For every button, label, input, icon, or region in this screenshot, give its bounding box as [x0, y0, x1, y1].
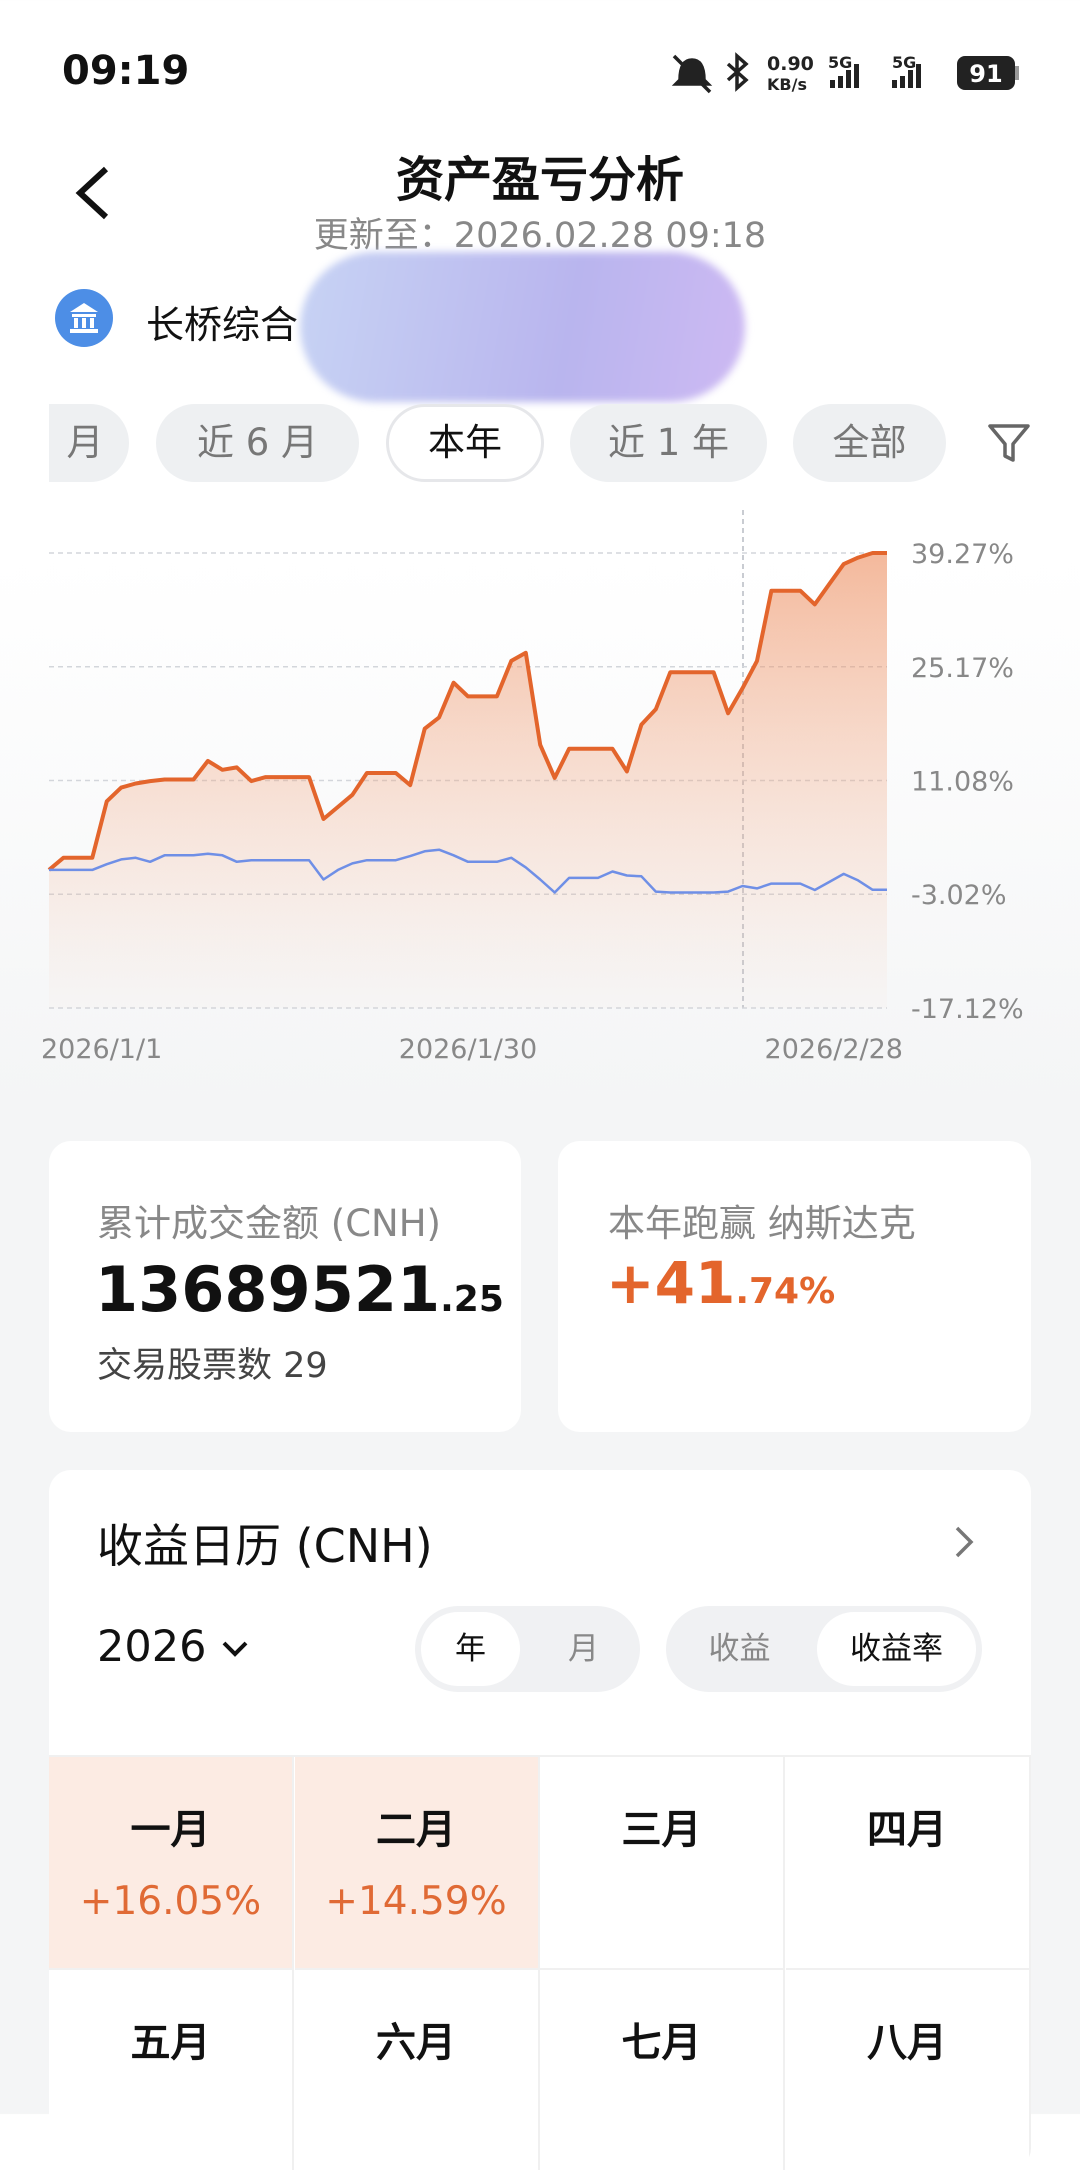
month-return: +14.59%: [325, 1879, 507, 1924]
series-area: [49, 553, 887, 1008]
status-icons: 0.90 KB/s 5G 5G 91: [671, 52, 1019, 94]
tab-label: 月: [66, 421, 104, 464]
outperform-label: 本年跑赢: [608, 1202, 756, 1245]
month-cell[interactable]: 六月: [295, 1970, 540, 2170]
month-grid: 一月 +16.05% 二月 +14.59% 三月 四月五月 六月 七月 八月: [49, 1755, 1031, 2170]
dropdown-icon: [222, 1641, 248, 1657]
range-tabs: 月 近 6 月 本年 近 1 年 全部: [49, 400, 979, 490]
y-tick-label: 39.27%: [911, 539, 1014, 570]
y-tick-label: -3.02%: [911, 880, 1007, 911]
stock-count-value: 29: [283, 1346, 328, 1386]
toggle-option[interactable]: 月: [568, 1631, 599, 1667]
month-cell[interactable]: 五月: [49, 1970, 294, 2170]
month-cell[interactable]: 八月: [786, 1970, 1031, 2170]
y-tick-label: 25.17%: [911, 653, 1014, 684]
year-select[interactable]: 2026: [97, 1622, 250, 1672]
update-time: 更新至：2026.02.28 09:18: [313, 216, 767, 256]
month-name: 八月: [867, 2020, 947, 2066]
month-cell[interactable]: 七月: [540, 1970, 785, 2170]
stock-count: 交易股票数 29: [97, 1337, 328, 1388]
metric-toggle: 收益 收益率: [666, 1606, 982, 1692]
amount-int: 13689521: [95, 1253, 441, 1326]
x-tick-label: 2026/1/1: [41, 1034, 162, 1065]
page-title: 资产盈亏分析: [395, 152, 684, 208]
amount-label: 累计成交金额 (CNH): [97, 1202, 441, 1245]
month-name: 二月: [376, 1807, 456, 1853]
period-toggle: 年 月: [415, 1606, 640, 1692]
outperform-int: +41: [606, 1249, 736, 1317]
outperform-dec: .74%: [735, 1271, 836, 1312]
range-tab[interactable]: 本年: [386, 404, 544, 482]
range-tab[interactable]: 近 1 年: [570, 404, 767, 482]
net-type: 5G: [892, 53, 916, 72]
net-speed-unit: KB/s: [767, 75, 807, 94]
series-line: [47, 551, 887, 872]
calendar-more[interactable]: [949, 1522, 979, 1562]
range-tab[interactable]: 月: [49, 404, 129, 482]
toggle-option[interactable]: 年: [421, 1612, 520, 1686]
y-tick-label: -17.12%: [911, 994, 1024, 1025]
month-name: 七月: [621, 2020, 702, 2066]
toggle-option[interactable]: 收益: [708, 1631, 771, 1667]
month-cell[interactable]: 三月: [540, 1757, 785, 1970]
back-button[interactable]: [70, 165, 114, 221]
month-cell[interactable]: 二月 +14.59%: [294, 1757, 540, 1970]
net-speed: 0.90: [767, 53, 814, 75]
toggle-option[interactable]: 收益率: [817, 1612, 976, 1686]
filter-button[interactable]: [986, 420, 1032, 466]
chart: 39.27% 25.17% 11.08% -3.02% -17.12% 2026/1/1 2…: [41, 510, 1024, 1065]
status-time: 09:19: [62, 48, 190, 94]
range-tab[interactable]: 全部: [793, 404, 946, 482]
account-name: 长桥综合: [146, 303, 299, 347]
month-name: 一月: [130, 1807, 211, 1853]
bank-icon: [55, 289, 113, 347]
range-tab[interactable]: 近 6 月: [156, 404, 359, 482]
amount-card: 累计成交金额 (CNH) 13689521.25 交易股票数 29: [49, 1141, 521, 1432]
outperform-card: 本年跑赢 纳斯达克 +41.74%: [558, 1141, 1031, 1432]
series-line: [49, 848, 887, 894]
benchmark-name: 纳斯达克: [767, 1202, 916, 1245]
calendar-card: 收益日历 (CNH) 2026 年 月 收益 收益率 一月 +16.05% 二月 +1…: [49, 1470, 1031, 2170]
stock-count-label: 交易股票数: [97, 1346, 273, 1386]
y-tick-label: 11.08%: [911, 766, 1014, 797]
outperform-title: 本年跑赢 纳斯达克: [608, 1193, 916, 1247]
year: 2026: [97, 1622, 207, 1672]
x-tick-label: 2026/2/28: [765, 1034, 903, 1065]
month-cell[interactable]: 四月: [785, 1757, 1031, 1970]
net-type: 5G: [828, 53, 852, 72]
calendar-title[interactable]: 收益日历 (CNH): [97, 1519, 433, 1573]
outperform: +41.74%: [606, 1249, 835, 1317]
month-return: +16.05%: [79, 1879, 262, 1924]
month-name: 四月: [867, 1807, 947, 1853]
amount-dec: .25: [440, 1279, 504, 1320]
redaction: [300, 252, 745, 402]
month-name: 五月: [130, 2020, 211, 2066]
amount: 13689521.25: [95, 1253, 504, 1326]
battery-level: 91: [969, 60, 1002, 88]
x-tick-label: 2026/1/30: [399, 1034, 537, 1065]
month-cell[interactable]: 一月 +16.05%: [49, 1757, 294, 1970]
month-name: 六月: [376, 2020, 456, 2066]
month-name: 三月: [621, 1807, 702, 1853]
